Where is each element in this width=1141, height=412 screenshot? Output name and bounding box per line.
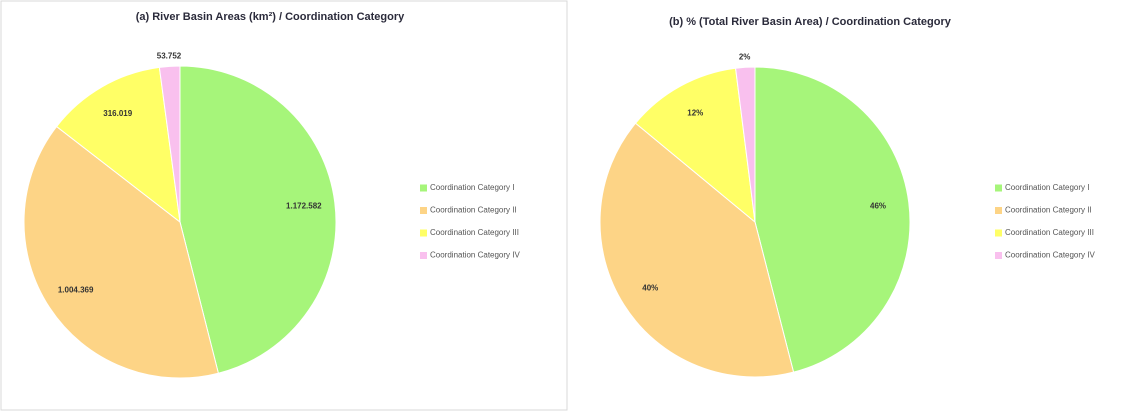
pie-slice — [158, 65, 181, 223]
legend-label: Coordination Category IV — [1005, 251, 1095, 260]
data-label: 40% — [642, 284, 658, 293]
legend-swatch — [995, 184, 1002, 192]
legend-label: Coordination Category II — [1005, 206, 1092, 215]
pie-slice — [599, 122, 795, 378]
legend-swatch — [420, 184, 427, 192]
legend-label: Coordination Category IV — [430, 251, 520, 260]
legend-swatch — [995, 252, 1002, 259]
legend-swatch — [995, 229, 1002, 237]
legend-swatch — [420, 252, 427, 259]
pie-slice — [55, 66, 181, 224]
legend-label: Coordination Category I — [430, 183, 515, 192]
legend-label: Coordination Category II — [430, 206, 517, 215]
legend-swatch — [420, 229, 427, 237]
data-label: 2% — [739, 52, 751, 61]
pie-slice — [23, 125, 219, 379]
chart-title: (b) % (Total River Basin Area) / Coordin… — [669, 16, 952, 28]
pie-slice — [179, 65, 337, 374]
pie-slice — [735, 66, 756, 223]
data-label: 316.019 — [103, 109, 132, 118]
legend-swatch — [995, 207, 1002, 214]
legend-swatch — [420, 207, 427, 214]
pie-slice — [634, 67, 756, 224]
data-label: 46% — [870, 202, 886, 211]
legend-label: Coordination Category I — [1005, 183, 1090, 192]
data-label: 1.004.369 — [58, 286, 94, 295]
panel-border — [0, 0, 568, 411]
data-label: 53.752 — [157, 51, 182, 60]
data-label: 12% — [687, 108, 703, 117]
pie-slice — [754, 66, 911, 373]
chart-title: (a) River Basin Areas (km²) / Coordinati… — [136, 11, 405, 23]
legend-label: Coordination Category III — [430, 228, 519, 237]
legend-label: Coordination Category III — [1005, 228, 1094, 237]
data-label: 1.172.582 — [286, 202, 322, 211]
